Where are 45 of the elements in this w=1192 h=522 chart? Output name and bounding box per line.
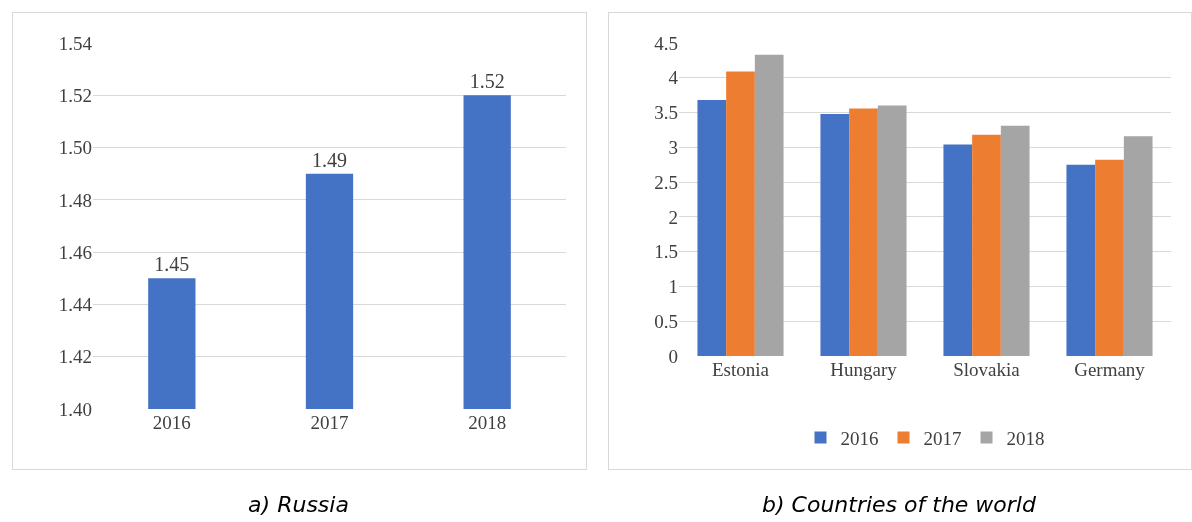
y-tick-label: 1.40 [58, 398, 92, 420]
x-tick-label: 2017 [310, 412, 349, 433]
legend-label: 2017 [923, 427, 962, 449]
x-tick-label: Slovakia [953, 359, 1021, 380]
bar [877, 105, 907, 356]
y-tick-label: 3 [668, 136, 678, 158]
x-tick-label: Hungary [830, 359, 898, 380]
data-label: 1.49 [312, 148, 347, 171]
legend-label: 2018 [1006, 427, 1045, 449]
bar [726, 71, 755, 356]
data-label: 1.52 [469, 70, 505, 93]
y-tick-label: 4 [668, 67, 679, 89]
bar [1066, 164, 1096, 356]
bar [849, 108, 878, 356]
x-tick-label: Germany [1074, 359, 1146, 380]
y-tick-label: 0.5 [654, 310, 678, 332]
x-tick-label: 2016 [152, 412, 191, 433]
y-tick-label: 1 [668, 276, 678, 298]
y-tick-label: 2.5 [654, 171, 678, 193]
x-tick-label: 2018 [468, 412, 507, 433]
y-tick-label: 1.50 [58, 137, 92, 159]
y-tick-label: 4.5 [654, 32, 678, 54]
text: b) Countries of the world [761, 492, 1037, 517]
bar [1095, 159, 1124, 356]
bar [1123, 136, 1153, 356]
y-tick-label: 1.46 [58, 241, 92, 263]
y-tick-label: 1.5 [654, 241, 678, 263]
bar [820, 113, 850, 356]
y-tick-label: 1.52 [58, 84, 92, 106]
bar [943, 144, 973, 356]
bar [972, 134, 1001, 356]
x-tick-label: Estonia [712, 359, 770, 380]
y-tick-label: 2 [668, 206, 678, 228]
y-tick-label: 3.5 [654, 102, 678, 124]
bar [697, 100, 727, 356]
bar [1000, 125, 1030, 356]
legend-label: 2016 [840, 427, 879, 449]
y-tick-label: 1.42 [58, 346, 92, 368]
y-tick-label: 1.48 [58, 189, 92, 211]
y-tick-label: 0 [668, 345, 678, 367]
text: a) Russia [247, 492, 350, 517]
data-label: 1.45 [154, 253, 190, 276]
y-tick-label: 1.54 [58, 32, 93, 54]
bar [754, 54, 784, 356]
y-tick-label: 1.44 [58, 294, 93, 316]
